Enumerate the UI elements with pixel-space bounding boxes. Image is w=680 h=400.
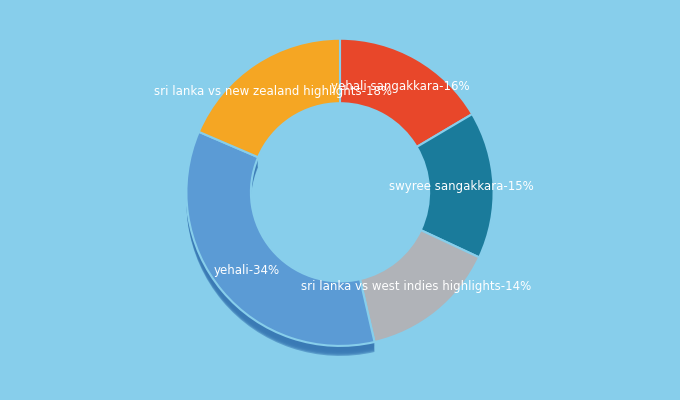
Wedge shape [186,137,375,351]
Wedge shape [186,132,375,346]
Wedge shape [340,39,472,147]
Wedge shape [186,139,375,354]
Wedge shape [186,138,375,352]
Text: sri lanka vs new zealand highlights-18%: sri lanka vs new zealand highlights-18% [154,84,392,98]
Wedge shape [417,114,494,257]
Wedge shape [186,134,375,349]
Text: yehali-34%: yehali-34% [214,264,280,277]
Text: swyree sangakkara-15%: swyree sangakkara-15% [389,180,534,193]
Wedge shape [186,142,375,356]
Text: sri lanka vs west indies highlights-14%: sri lanka vs west indies highlights-14% [301,280,532,293]
Wedge shape [199,39,340,157]
Wedge shape [186,133,375,348]
Wedge shape [360,230,479,342]
Wedge shape [186,140,375,355]
Text: yehali sangakkara-16%: yehali sangakkara-16% [330,80,469,94]
Wedge shape [186,136,375,350]
